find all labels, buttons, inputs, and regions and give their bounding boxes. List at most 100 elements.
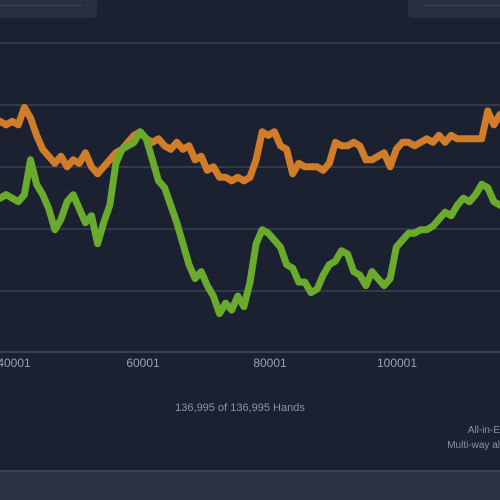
x-tick-label: 80001	[253, 356, 287, 370]
data-point	[411, 142, 418, 149]
data-point	[100, 163, 107, 170]
x-tick-label: 60001	[126, 356, 160, 370]
data-point	[155, 177, 162, 184]
data-point	[45, 205, 52, 212]
data-point	[417, 139, 424, 146]
data-point	[125, 142, 131, 149]
data-point	[27, 114, 34, 121]
data-point	[58, 216, 64, 223]
series-0	[0, 103, 500, 185]
data-point	[326, 160, 333, 167]
data-point	[393, 146, 400, 153]
data-point	[466, 135, 473, 142]
data-point	[64, 163, 71, 170]
plot-area	[0, 20, 500, 470]
data-point	[490, 198, 497, 205]
data-point	[33, 181, 40, 188]
data-point	[149, 156, 156, 163]
data-point	[460, 135, 467, 142]
data-point	[265, 132, 272, 139]
data-point	[356, 142, 363, 149]
data-point	[45, 153, 52, 160]
data-point	[289, 170, 296, 177]
data-point	[94, 240, 101, 247]
data-point	[332, 258, 339, 265]
data-point	[277, 142, 284, 149]
data-point	[436, 132, 442, 139]
data-point	[173, 219, 180, 226]
data-point	[161, 184, 168, 191]
data-point	[247, 279, 253, 286]
data-point	[429, 223, 436, 230]
data-point	[253, 156, 260, 163]
data-point	[0, 195, 3, 202]
data-point	[204, 167, 211, 174]
series-1	[0, 128, 500, 318]
data-point	[375, 153, 381, 160]
data-point	[460, 195, 467, 202]
data-point	[3, 121, 10, 128]
data-point	[369, 268, 375, 275]
data-point	[442, 139, 449, 146]
top-right-panel[interactable]	[408, 0, 500, 18]
data-point	[478, 135, 485, 142]
data-point	[387, 163, 394, 170]
data-point	[198, 153, 205, 160]
results-graph: 40001 60001 80001 100001	[0, 42, 500, 370]
data-point	[192, 156, 199, 163]
data-point	[338, 142, 345, 149]
data-point	[369, 156, 375, 163]
data-point	[308, 289, 314, 296]
data-point	[381, 149, 388, 156]
data-point	[234, 174, 241, 181]
all-in-ev-note: All-in-E	[467, 425, 500, 436]
data-point	[3, 191, 10, 198]
bottom-bar	[0, 470, 500, 500]
data-point	[192, 275, 199, 282]
data-point	[399, 237, 406, 244]
data-point	[423, 226, 430, 233]
data-point	[350, 139, 357, 146]
data-point	[472, 135, 479, 142]
data-point	[247, 174, 253, 181]
data-point	[411, 230, 418, 237]
data-point	[100, 219, 107, 226]
data-point	[362, 156, 369, 163]
data-point	[39, 146, 46, 153]
data-point	[301, 163, 308, 170]
data-point	[344, 142, 351, 149]
data-point	[253, 240, 260, 247]
series-line	[0, 103, 500, 185]
data-point	[375, 275, 381, 282]
data-point	[21, 191, 28, 198]
data-point	[295, 279, 302, 286]
data-point	[186, 261, 192, 268]
data-point	[143, 135, 150, 142]
data-point	[33, 132, 40, 139]
data-point	[283, 261, 290, 268]
data-point	[82, 219, 89, 226]
data-point	[234, 293, 241, 300]
data-point	[271, 237, 278, 244]
data-point	[308, 163, 314, 170]
data-point	[9, 118, 16, 125]
data-point	[39, 191, 46, 198]
data-point	[332, 139, 339, 146]
data-point	[210, 163, 217, 170]
data-point	[259, 128, 266, 135]
data-point	[399, 139, 406, 146]
data-point	[393, 244, 400, 251]
data-point	[179, 146, 186, 153]
data-point	[423, 135, 430, 142]
data-point	[21, 104, 28, 111]
multi-way-note: Multi-way al	[447, 440, 500, 451]
data-point	[478, 181, 485, 188]
hands-count-caption: 136,995 of 136,995 Hands	[175, 402, 305, 414]
data-point	[497, 202, 500, 209]
data-point	[448, 132, 455, 139]
data-point	[106, 156, 113, 163]
data-point	[173, 139, 180, 146]
data-point	[204, 282, 211, 289]
top-left-panel[interactable]	[0, 0, 97, 18]
data-point	[356, 272, 363, 279]
